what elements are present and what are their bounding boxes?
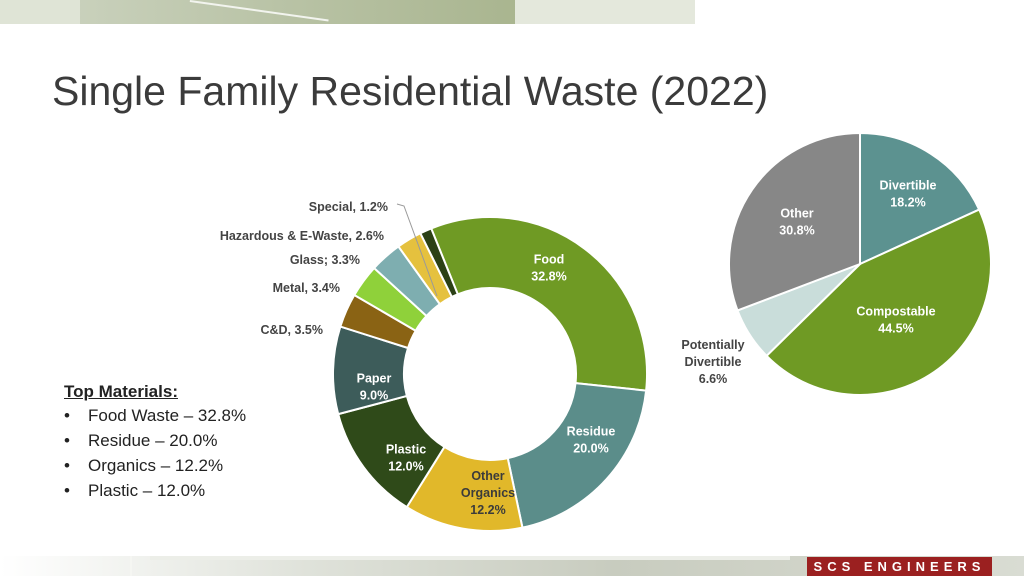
slice-label-food: Food 32.8%	[531, 253, 566, 284]
slice-food	[429, 216, 648, 392]
slice-special	[419, 227, 460, 299]
slice-label-other: Other 30.8%	[779, 207, 814, 238]
top-materials-item: Organics – 12.2%	[64, 456, 246, 476]
top-materials-item: Food Waste – 32.8%	[64, 406, 246, 426]
slice-label-potentially-divertible: Potentially Divertible 6.6%	[681, 338, 744, 386]
top-materials-heading: Top Materials:	[64, 382, 178, 401]
top-materials-item: Residue – 20.0%	[64, 431, 246, 451]
slice-label-c-d: C&D, 3.5%	[260, 323, 323, 337]
slice-label-hazardous-e-waste: Hazardous & E-Waste, 2.6%	[220, 229, 384, 243]
slice-other	[728, 131, 861, 312]
top-decor-band	[0, 0, 695, 24]
slice-label-metal: Metal, 3.4%	[273, 281, 340, 295]
brand-logo: SCS ENGINEERS	[807, 557, 992, 576]
slice-residue	[506, 382, 648, 529]
top-materials-item: Plastic – 12.0%	[64, 481, 246, 501]
top-decor-stripe	[0, 0, 80, 24]
bottom-decor-band	[0, 556, 1024, 576]
top-materials-list: Food Waste – 32.8% Residue – 20.0% Organ…	[64, 406, 246, 501]
slide-title: Single Family Residential Waste (2022)	[52, 68, 769, 114]
bottom-decor-line	[130, 556, 132, 576]
bottom-decor-line	[150, 556, 790, 560]
slice-label-plastic: Plastic 12.0%	[386, 443, 426, 474]
slice-label-other-organics: Other Organics 12.2%	[461, 469, 515, 517]
slice-label-glass: Glass; 3.3%	[290, 253, 360, 267]
slice-compostable	[765, 208, 992, 396]
divertibility-pie-chart: Divertible 18.2% Compostable 44.5% Potential…	[681, 131, 992, 396]
slice-label-compostable: Compostable 44.5%	[856, 305, 935, 336]
slice-label-paper: Paper 9.0%	[357, 372, 392, 403]
top-decor-stripe	[515, 0, 695, 24]
slice-label-residue: Residue 20.0%	[567, 425, 616, 456]
slice-divertible	[859, 131, 981, 266]
slice-label-special: Special, 1.2%	[309, 200, 388, 214]
slice-label-divertible: Divertible 18.2%	[880, 179, 937, 210]
special-leader-line	[396, 203, 438, 297]
top-materials-box: Top Materials: Food Waste – 32.8% Residu…	[64, 382, 246, 506]
material-donut-chart: Food 32.8% Residue 20.0% Other Organics 12.2% P…	[220, 200, 648, 532]
